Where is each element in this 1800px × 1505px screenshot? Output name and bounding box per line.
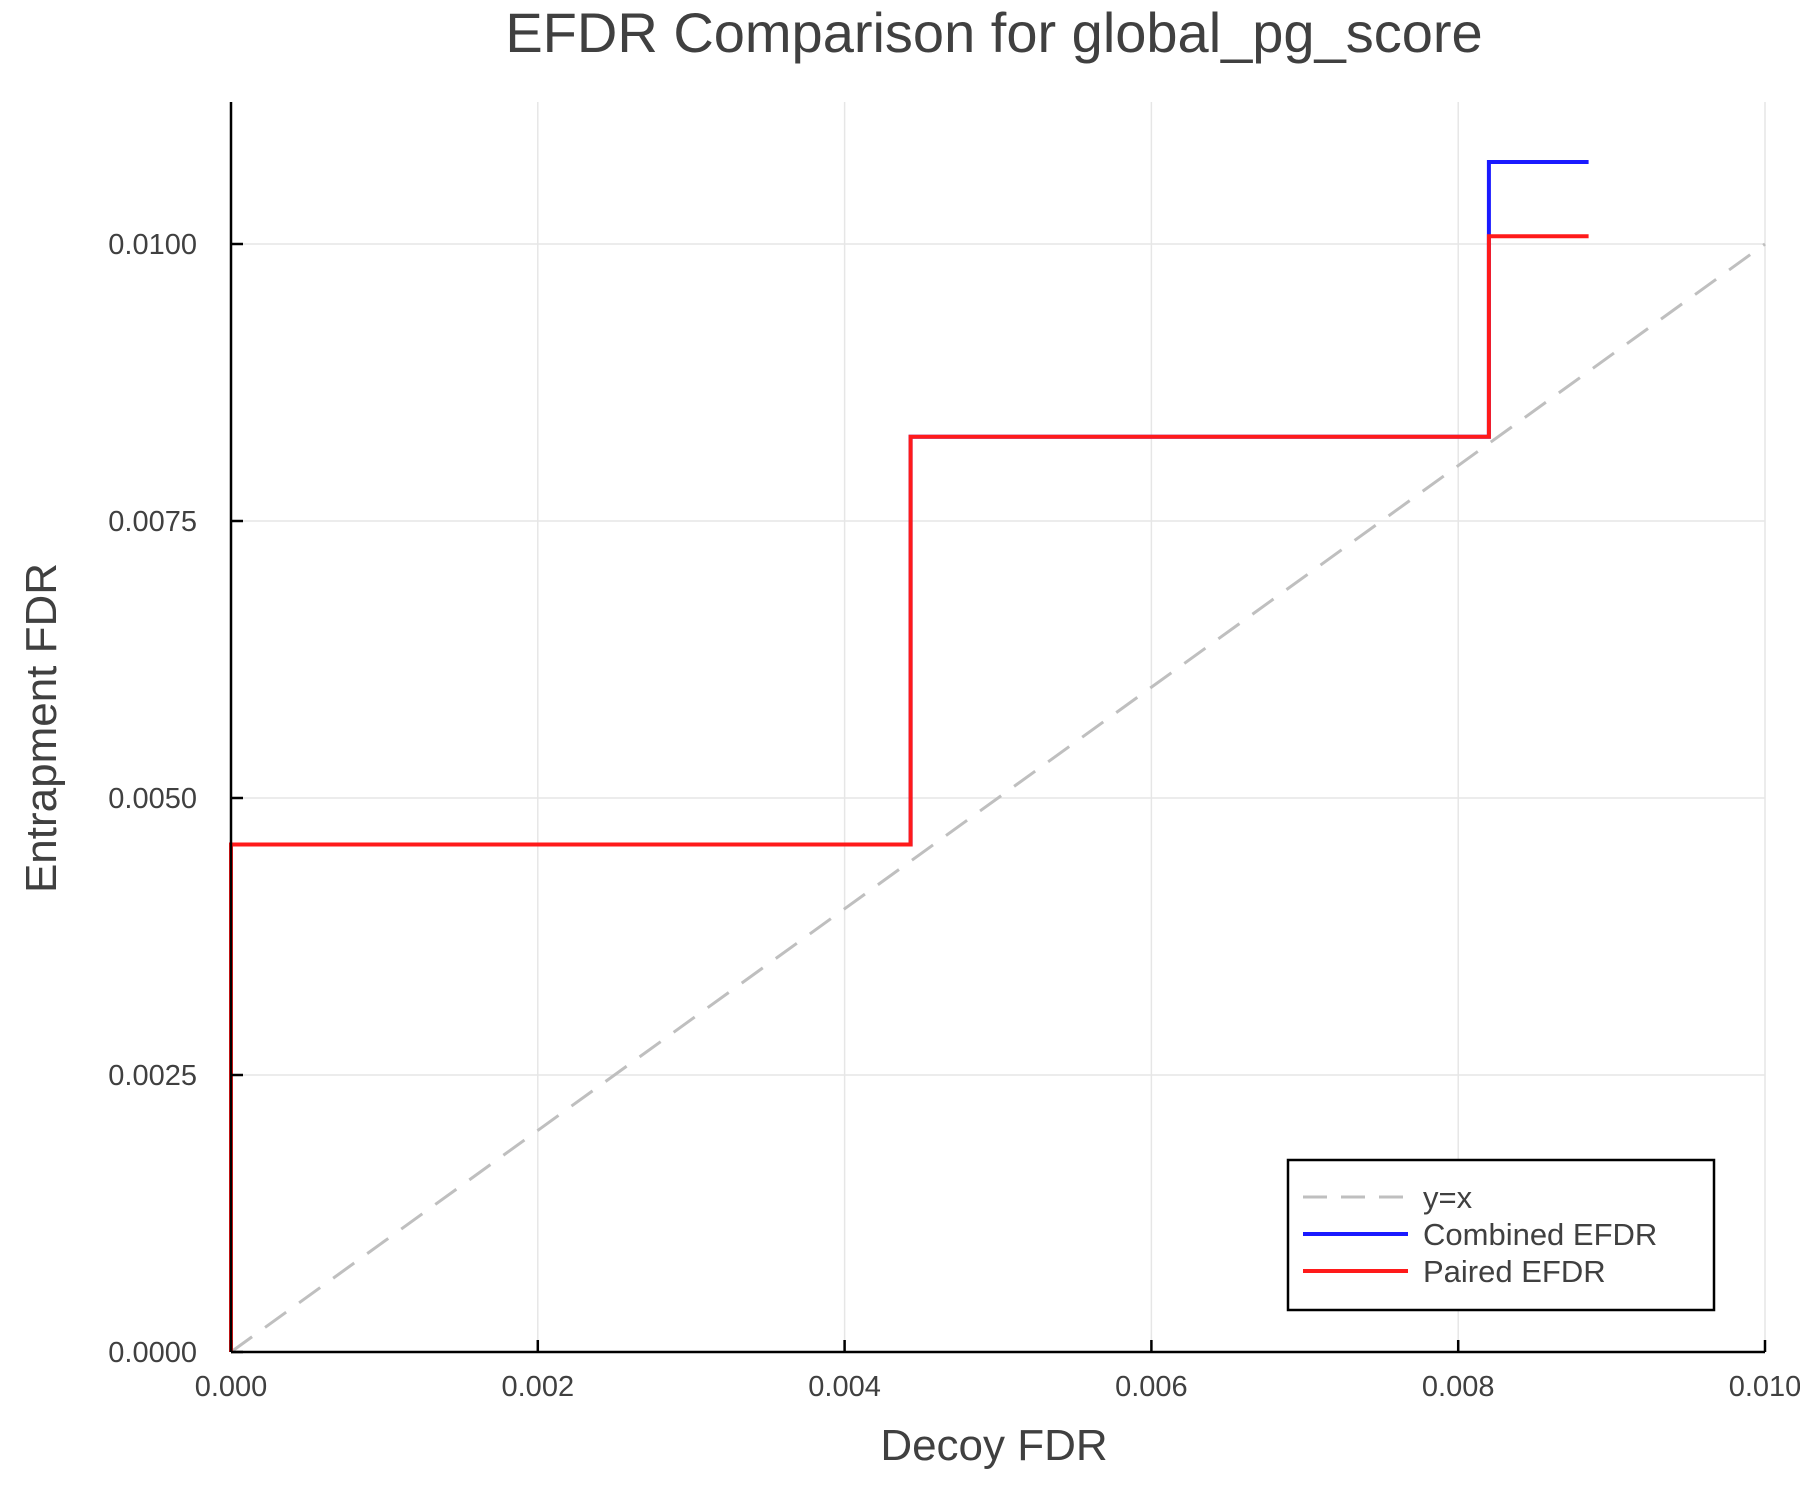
y-tick-label: 0.0050 [108,783,197,815]
legend-label-yx: y=x [1423,1180,1473,1215]
y-tick-label: 0.0025 [108,1060,197,1092]
x-tick-label: 0.002 [502,1371,575,1403]
y-ticks: 0.0000 0.0025 0.0050 0.0075 0.0100 [108,229,243,1369]
series-y-x [230,242,1766,1354]
legend-label-combined: Combined EFDR [1423,1217,1657,1252]
y-tick-label: 0.0000 [108,1337,197,1369]
x-axis-label: Decoy FDR [880,1421,1107,1470]
x-tick-label: 0.000 [195,1371,268,1403]
chart-title: EFDR Comparison for global_pg_score [505,1,1482,64]
x-tick-label: 0.008 [1422,1371,1495,1403]
x-tick-label: 0.010 [1729,1371,1800,1403]
y-tick-label: 0.0075 [108,506,197,538]
x-tick-label: 0.004 [808,1371,881,1403]
y-axis-label: Entrapment FDR [17,563,66,893]
x-ticks: 0.000 0.002 0.004 0.006 0.008 0.010 [195,1340,1800,1403]
axes [229,102,1765,1354]
legend-label-paired: Paired EFDR [1423,1254,1606,1289]
y-tick-label: 0.0100 [108,229,197,261]
legend: y=x Combined EFDR Paired EFDR [1286,1158,1716,1312]
x-tick-label: 0.006 [1115,1371,1188,1403]
